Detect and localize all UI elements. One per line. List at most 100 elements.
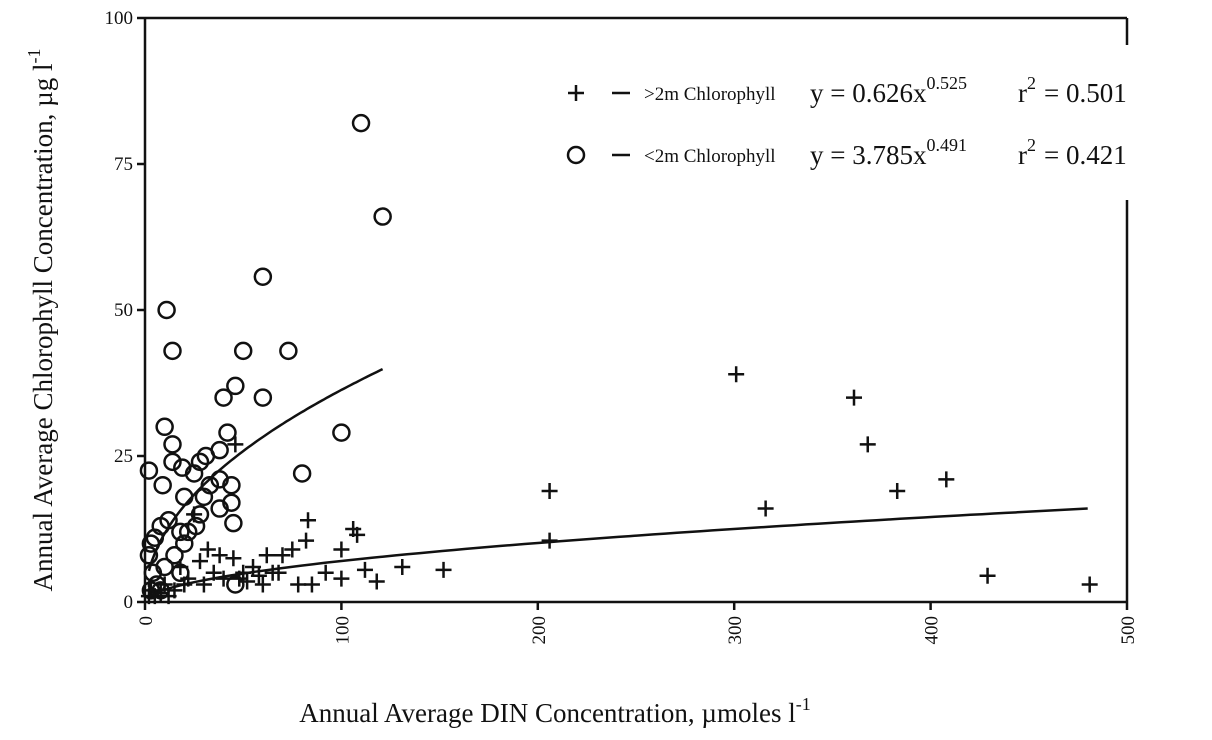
plus-marker	[938, 471, 955, 488]
circle-marker	[351, 113, 371, 133]
r2-base: r	[1018, 140, 1027, 170]
r2-value: = 0.421	[1044, 140, 1127, 170]
x-axis-title-sup: -1	[796, 694, 811, 714]
plus-marker	[435, 561, 452, 578]
x-tick-label: 0	[136, 616, 157, 626]
x-axis-title-text: Annual Average DIN Concentration, µmoles…	[299, 698, 795, 728]
plus-marker	[191, 553, 208, 570]
circle-marker	[163, 452, 182, 472]
plus-marker	[333, 570, 350, 587]
plus-marker	[225, 550, 242, 567]
circle-marker	[373, 207, 392, 226]
plus-marker	[356, 561, 373, 578]
plus-marker	[211, 547, 228, 564]
x-axis-title: Annual Average DIN Concentration, µmoles…	[299, 694, 810, 728]
plus-marker	[199, 541, 216, 558]
plus-marker	[298, 532, 315, 549]
circle-marker	[139, 546, 159, 565]
circle-marker	[171, 522, 190, 542]
circle-marker	[210, 499, 229, 518]
circle-marker	[279, 341, 298, 361]
circle-marker	[210, 440, 229, 460]
equation-exp: 0.525	[926, 73, 967, 93]
plus-marker	[394, 558, 411, 575]
x-tick-label: 100	[332, 616, 353, 645]
plus-marker	[264, 564, 281, 581]
plus-marker	[541, 483, 558, 500]
plus-marker	[303, 576, 320, 593]
circle-marker	[332, 423, 351, 442]
x-tick-label: 500	[1118, 616, 1139, 645]
plus-marker	[345, 521, 362, 537]
y-axis-title: Annual Average Chlorophyll Concentration…	[24, 49, 58, 592]
circle-marker	[224, 513, 243, 533]
circle-marker	[153, 475, 172, 495]
r2-base: r	[1018, 78, 1027, 108]
circle-marker	[178, 522, 198, 542]
plus-marker	[254, 576, 271, 593]
r2-exp: 2	[1027, 73, 1036, 93]
plus-marker	[317, 564, 334, 581]
circle-marker	[151, 581, 170, 600]
plus-marker	[227, 436, 244, 453]
circle-marker	[226, 376, 245, 396]
y-axis-title-text: Annual Average Chlorophyll Concentration…	[28, 64, 58, 592]
legend-marker	[568, 85, 584, 101]
circle-marker	[171, 563, 190, 583]
plus-marker	[258, 547, 275, 564]
circle-marker	[214, 388, 233, 407]
plus-marker	[333, 541, 350, 558]
equation: y = 3.785x	[810, 140, 927, 170]
plus-marker	[368, 573, 385, 590]
plus-marker	[859, 436, 876, 453]
y-tick-label: 75	[114, 154, 133, 175]
circle-marker	[165, 546, 184, 565]
circle-marker	[163, 341, 182, 361]
plus-marker	[979, 567, 996, 584]
circle-marker	[233, 341, 253, 361]
y-axis-title-sup: -1	[24, 49, 44, 64]
plus-marker	[1081, 576, 1098, 593]
y-tick-label: 0	[124, 592, 134, 613]
circle-marker	[157, 300, 176, 320]
y-tick-label: 25	[114, 446, 133, 467]
circle-marker	[253, 267, 273, 286]
r2-exp: 2	[1027, 135, 1036, 155]
circle-marker	[184, 464, 204, 483]
plus-marker	[728, 366, 745, 383]
x-tick-label: 200	[529, 616, 550, 645]
circle-marker	[175, 487, 194, 507]
circle-marker	[226, 575, 245, 594]
circle-marker	[222, 475, 241, 495]
legend-r2: r2 = 0.421	[1018, 135, 1127, 170]
r2-value: = 0.501	[1044, 78, 1127, 108]
circle-marker	[292, 464, 312, 483]
fit-curve	[147, 367, 384, 572]
x-tick-label: 400	[922, 616, 943, 645]
equation: y = 0.626x	[810, 78, 927, 108]
plus-marker	[290, 576, 307, 593]
legend-name: >2m Chlorophyll	[644, 84, 776, 105]
plus-marker	[757, 500, 774, 517]
plus-marker	[300, 512, 317, 529]
legend-r2: r2 = 0.501	[1018, 73, 1127, 108]
plus-marker	[284, 541, 301, 558]
equation-exp: 0.491	[926, 135, 967, 155]
plus-marker	[846, 389, 863, 406]
circle-marker	[139, 461, 159, 480]
circle-marker	[190, 505, 210, 524]
circle-marker	[155, 557, 174, 577]
circle-marker	[155, 417, 174, 437]
circle-marker	[163, 435, 182, 454]
circle-marker	[141, 581, 161, 600]
plus-marker	[889, 483, 906, 500]
legend-equation: y = 0.626x0.525	[810, 73, 967, 108]
y-tick-label: 100	[105, 8, 134, 29]
legend-marker	[566, 145, 586, 165]
circle-marker	[218, 423, 237, 442]
fit-curve	[148, 507, 1088, 598]
y-tick-label: 50	[114, 300, 133, 321]
circle-marker	[253, 388, 273, 407]
plus-marker	[274, 547, 291, 564]
